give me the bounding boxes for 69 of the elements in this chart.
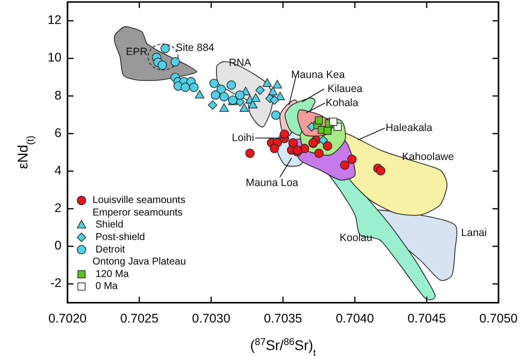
point bbox=[314, 148, 324, 158]
point bbox=[158, 60, 167, 70]
y-tick-label: 4 bbox=[54, 163, 62, 178]
point bbox=[195, 90, 204, 98]
annotation: Kilauea bbox=[327, 82, 363, 95]
point bbox=[347, 154, 357, 164]
legend-label: 0 Ma bbox=[96, 281, 118, 292]
point bbox=[262, 78, 272, 87]
point bbox=[280, 129, 290, 139]
annotation: Haleakala bbox=[386, 122, 433, 134]
point bbox=[376, 166, 386, 176]
annotation: RNA bbox=[228, 56, 252, 69]
point bbox=[235, 90, 245, 100]
y-tick-label: -2 bbox=[50, 276, 62, 290]
point bbox=[329, 118, 338, 126]
point bbox=[322, 141, 332, 151]
x-tick-label: 0.7020 bbox=[48, 312, 87, 326]
point bbox=[219, 103, 229, 112]
point bbox=[340, 160, 350, 170]
annotation: EPR bbox=[126, 46, 148, 58]
point bbox=[318, 135, 328, 145]
annotation: Emperor seamounts bbox=[92, 207, 183, 218]
point bbox=[170, 57, 180, 66]
y-tick-label: 6 bbox=[54, 126, 62, 140]
x-tick-label: 0.7025 bbox=[120, 312, 158, 326]
point bbox=[226, 80, 236, 90]
legend-label: Louisville seamounts bbox=[92, 195, 186, 206]
x-tick-label: 0.7050 bbox=[479, 312, 518, 326]
point bbox=[240, 103, 249, 112]
point bbox=[314, 116, 323, 124]
x-tick-label: 0.7030 bbox=[192, 312, 230, 326]
point bbox=[324, 126, 332, 135]
annotation: Koolau bbox=[340, 232, 373, 244]
point bbox=[272, 80, 282, 88]
annotation: Site 884 bbox=[176, 42, 214, 54]
point bbox=[245, 148, 255, 158]
y-tick-label: 12 bbox=[48, 13, 62, 28]
legend-label: Shield bbox=[96, 220, 124, 231]
legend-label: 120 Ma bbox=[96, 268, 130, 280]
point bbox=[219, 92, 229, 102]
point bbox=[209, 78, 219, 88]
point bbox=[255, 85, 265, 95]
annotation: Loihi bbox=[232, 132, 254, 144]
x-axis-title: ($^{87}$Sr/$^{86}$Sr)$_{t}$ bbox=[250, 336, 316, 356]
legend-label: Post-shield bbox=[96, 232, 145, 243]
y-tick-label: 0 bbox=[54, 238, 62, 253]
annotation: Ontong Java Plateau bbox=[92, 256, 186, 268]
point bbox=[160, 44, 170, 54]
x-tick-label: 0.7035 bbox=[264, 312, 302, 326]
point bbox=[210, 90, 220, 100]
legend-label: Detroit bbox=[96, 244, 126, 256]
point bbox=[189, 82, 199, 92]
annotation: Lanai bbox=[461, 226, 487, 239]
annotation: Mauna Kea bbox=[291, 68, 346, 81]
annotation: Kahoolawe bbox=[402, 150, 454, 163]
point bbox=[208, 100, 218, 110]
point bbox=[180, 82, 190, 92]
x-tick-label: 0.7045 bbox=[408, 312, 446, 326]
point bbox=[270, 144, 280, 154]
x-tick-label: 0.7040 bbox=[336, 312, 374, 326]
point bbox=[271, 110, 280, 120]
point bbox=[251, 93, 260, 102]
y-tick-label: 8 bbox=[54, 88, 62, 102]
annotation: Mauna Loa bbox=[246, 176, 298, 189]
point bbox=[270, 95, 280, 105]
y-tick-label: 2 bbox=[54, 201, 62, 216]
annotation: Kohala bbox=[326, 96, 359, 109]
y-tick-label: 10 bbox=[48, 50, 62, 65]
point bbox=[268, 86, 278, 96]
